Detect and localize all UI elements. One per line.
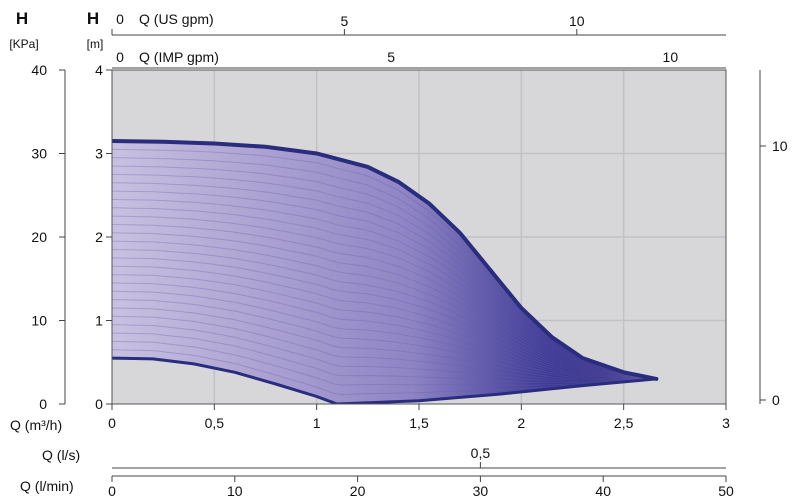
- operating-field-hatch-line: [112, 240, 653, 380]
- q-m3h-tick-label: 0,5: [205, 415, 225, 431]
- h-m-tick-label: 2: [95, 229, 103, 245]
- h-kpa-tick-label: 10: [31, 313, 47, 329]
- operating-field-hatch-line: [112, 332, 653, 384]
- operating-field-hatch-line: [112, 215, 653, 379]
- q-lmin-tick-label: 0: [108, 483, 116, 499]
- q-imp-gpm-tick-label: 0: [116, 49, 124, 65]
- q-m3h-tick-label: 0: [108, 415, 116, 431]
- operating-field-hatch-line: [112, 290, 653, 380]
- q-imp-gpm-tick-label: 5: [387, 49, 395, 65]
- min-performance-curve: [112, 356, 339, 404]
- h-kpa-tick-label: 20: [31, 229, 47, 245]
- operating-field-hatch-line: [112, 198, 653, 379]
- q-m3h-tick-label: 2,5: [614, 415, 634, 431]
- operating-field-hatch-line: [112, 349, 653, 396]
- h-m-unit-label: [m]: [87, 37, 104, 51]
- q-m3h-tick-label: 3: [722, 415, 730, 431]
- operating-field-hatch-line: [112, 274, 653, 380]
- q-us-gpm-tick-label: 0: [116, 11, 124, 27]
- operating-field-hatch-line: [112, 249, 653, 380]
- q-m3h-label: Q (m³/h): [10, 417, 62, 433]
- q-m3h-tick-label: 1: [313, 415, 321, 431]
- q-ls-tick-label: 0,5: [471, 445, 491, 461]
- operating-field-hatch-line: [112, 265, 653, 380]
- operating-field-hatch-line: [112, 190, 653, 379]
- q-us-gpm-label: Q (US gpm): [139, 11, 214, 27]
- operating-field-hatch-line: [112, 224, 653, 380]
- operating-field-hatch-line: [112, 282, 653, 380]
- q-lmin-tick-label: 30: [473, 483, 489, 499]
- h-kpa-label: H: [16, 9, 28, 28]
- h-kpa-tick-label: 30: [31, 146, 47, 162]
- operating-field-hatch-line: [112, 173, 653, 379]
- right-axis-tick-label: 0: [772, 392, 780, 408]
- q-ls-label: Q (l/s): [42, 447, 80, 463]
- h-m-tick-label: 1: [95, 313, 103, 329]
- operating-field-area: [112, 141, 657, 404]
- h-m-tick-label: 3: [95, 146, 103, 162]
- operating-field-hatch-line: [112, 315, 653, 381]
- max-performance-curve: [112, 139, 659, 381]
- q-imp-gpm-label: Q (IMP gpm): [139, 49, 219, 65]
- q-us-gpm-tick-label: 5: [341, 13, 349, 29]
- h-m-tick-label: 4: [95, 62, 103, 78]
- operating-field-hatch-line: [112, 340, 653, 386]
- right-axis-tick-label: 10: [772, 138, 788, 154]
- operating-field-hatch-line: [112, 307, 653, 381]
- h-kpa-tick-label: 40: [31, 62, 47, 78]
- operating-field-hatch-line: [112, 157, 653, 379]
- h-kpa-unit-label: [KPa]: [9, 37, 38, 51]
- q-lmin-label: Q (l/min): [20, 478, 74, 494]
- q-lmin-tick-label: 10: [227, 483, 243, 499]
- q-m3h-tick-label: 1,5: [409, 415, 429, 431]
- h-kpa-tick-label: 0: [39, 396, 47, 412]
- q-imp-gpm-tick-label: 10: [663, 49, 679, 65]
- q-lmin-tick-label: 40: [595, 483, 611, 499]
- operating-field-hatch-line: [112, 257, 653, 380]
- operating-field-hatch-line: [112, 299, 653, 380]
- operating-field-hatch-line: [112, 232, 653, 380]
- q-lmin-tick-label: 20: [350, 483, 366, 499]
- h-m-tick-label: 0: [95, 396, 103, 412]
- operating-field-hatch-line: [112, 324, 653, 382]
- min-performance-tail-curve: [335, 377, 658, 404]
- operating-field-hatch-line: [112, 207, 653, 379]
- h-m-label: H: [87, 9, 99, 28]
- q-m3h-tick-label: 2: [517, 415, 525, 431]
- operating-field-hatch-line: [112, 165, 653, 379]
- q-us-gpm-tick-label: 10: [569, 13, 585, 29]
- q-lmin-tick-label: 50: [718, 483, 734, 499]
- operating-field-hatch-line: [112, 182, 653, 379]
- curve-marks: [112, 139, 659, 404]
